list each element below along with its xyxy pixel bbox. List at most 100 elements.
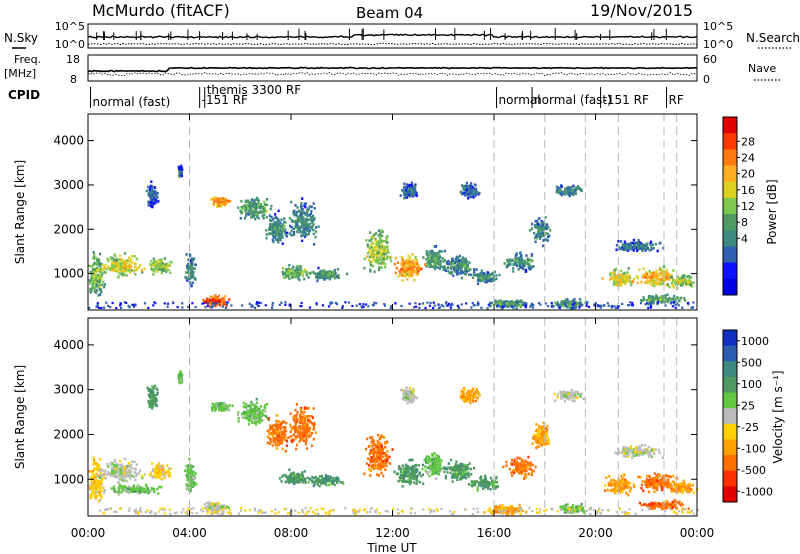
power-cell: [273, 225, 276, 228]
power-cell: [643, 247, 646, 251]
power-cell: [224, 200, 227, 204]
power-cell: [151, 205, 154, 209]
power-cell: [649, 296, 652, 300]
velocity-cell: [101, 474, 104, 478]
power-cell: [510, 259, 513, 263]
power-cell: [406, 270, 409, 273]
power-cell: [652, 301, 655, 305]
power-cell: [96, 304, 99, 307]
velocity-cell: [95, 488, 98, 492]
power-cell: [470, 191, 473, 194]
power-cell: [457, 268, 460, 271]
velocity-cell: [118, 463, 121, 467]
power-cell: [271, 223, 274, 226]
power-cell: [127, 269, 130, 272]
power-cell: [189, 273, 192, 277]
velocity-cell: [145, 489, 148, 493]
velocity-cell: [237, 411, 240, 414]
power-cell: [403, 193, 406, 196]
velocity-cell: [252, 403, 255, 406]
power-cell: [645, 278, 649, 282]
power-cell: [540, 232, 543, 235]
velocity-cell: [131, 486, 134, 489]
power-cell: [636, 244, 639, 247]
power-cell: [290, 225, 293, 229]
velocity-cell: [127, 491, 130, 494]
power-cell: [521, 303, 524, 307]
ytick-label: 1000: [53, 267, 84, 281]
velocity-cell: [181, 373, 184, 377]
power-cell: [408, 188, 411, 191]
velocity-cell: [221, 505, 224, 509]
velocity-cell: [151, 389, 154, 393]
power-cell: [447, 302, 451, 305]
power-cell: [515, 304, 518, 307]
power-cell: [243, 217, 246, 220]
power-cell: [99, 270, 102, 274]
power-cell: [519, 256, 522, 259]
power-cell: [515, 257, 518, 260]
power-cell: [326, 273, 329, 277]
power-cell: [371, 260, 374, 263]
power-cell: [301, 274, 305, 277]
power-cell: [100, 274, 103, 278]
power-cell: [128, 260, 131, 263]
power-cell: [369, 268, 372, 272]
power-cell: [221, 197, 225, 200]
power-cell: [334, 301, 337, 304]
power-cell: [670, 276, 674, 279]
velocity-cell: [149, 397, 152, 400]
power-cell: [649, 244, 652, 247]
power-cell: [429, 265, 432, 268]
power-cell: [473, 268, 476, 271]
power-cell: [656, 301, 659, 304]
power-cell: [625, 274, 628, 277]
power-cell: [579, 297, 582, 301]
power-cell: [155, 198, 158, 202]
power-cell: [661, 300, 664, 303]
power-cell: [541, 231, 545, 235]
power-cell: [659, 298, 662, 301]
power-cell: [92, 251, 95, 254]
power-cell: [147, 200, 150, 203]
power-cell: [104, 271, 107, 274]
power-cell: [119, 302, 122, 305]
power-cell: [569, 307, 572, 310]
power-cell: [424, 263, 427, 266]
power-cell: [571, 185, 575, 188]
power-cell: [651, 277, 654, 281]
power-cell: [674, 281, 677, 285]
velocity-cell: [149, 490, 152, 493]
power-cell: [606, 302, 609, 305]
power-cell: [418, 266, 421, 270]
velocity-cell: [112, 464, 115, 467]
power-cell: [264, 304, 267, 307]
velocity-cell: [189, 472, 192, 475]
power-cell: [472, 273, 475, 276]
power-cell: [153, 267, 156, 270]
power-cell: [403, 191, 406, 195]
power-cell: [191, 264, 194, 268]
power-cell: [580, 303, 583, 306]
power-cell: [185, 253, 188, 256]
power-cell: [123, 301, 126, 304]
power-cell: [223, 197, 226, 200]
power-cell: [674, 303, 677, 306]
power-cell: [90, 280, 93, 283]
power-cell: [209, 303, 213, 306]
power-cell: [263, 200, 266, 204]
velocity-cell: [251, 417, 254, 421]
power-cell: [662, 282, 665, 285]
power-cell: [125, 265, 128, 268]
velocity-cell: [128, 465, 131, 468]
power-cell: [284, 228, 287, 231]
power-cell: [480, 306, 483, 309]
power-cell: [221, 305, 224, 308]
power-cell: [394, 256, 397, 260]
power-cell: [220, 299, 223, 303]
power-cell: [215, 298, 218, 302]
power-cell: [277, 228, 281, 232]
power-cell: [119, 304, 122, 307]
velocity-cell: [221, 403, 224, 407]
power-cell: [510, 305, 513, 308]
